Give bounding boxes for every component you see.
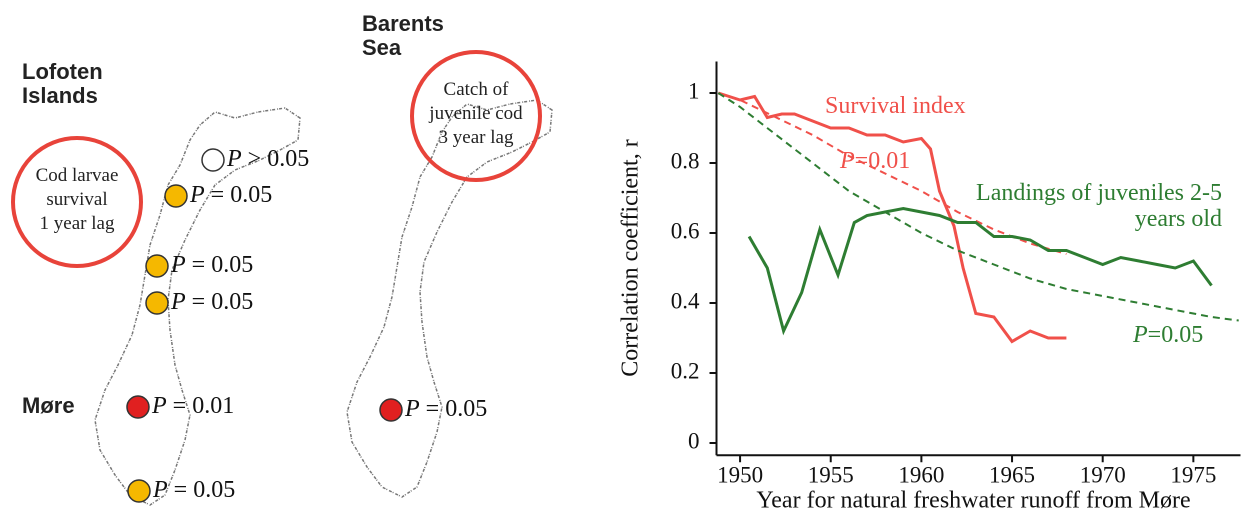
note-line: Cod larvae	[35, 165, 119, 186]
x-tick-label: 1975	[1170, 463, 1216, 488]
region-label: Lofoten Islands	[22, 59, 103, 109]
note-line: 3 year lag	[438, 127, 514, 148]
y-axis-label: Correlation coefficient, r	[618, 139, 644, 376]
chart: 0 0.2 0.4 0.6 0.8 1 1950 1955 1960 1965 1970 1975Ye…	[126, 61, 1241, 514]
x-tick-label: 1965	[989, 463, 1035, 488]
site-dot	[127, 479, 151, 503]
site-label: P > 0.05	[227, 146, 310, 172]
site-label: P = 0.05	[153, 477, 236, 503]
x-axis-label: Year for natural freshwater runoff from …	[756, 488, 1190, 514]
series-line	[717, 92, 1239, 322]
series-line	[747, 206, 1213, 336]
y-tick-label: 0.6	[671, 218, 700, 243]
series-line	[717, 91, 1067, 344]
region-label: Møre	[22, 393, 75, 418]
region-label: Barents Sea	[362, 11, 444, 61]
note-line: survival	[46, 189, 108, 210]
x-tick-label: 1950	[717, 463, 763, 488]
x-tick-label: 1960	[898, 463, 944, 488]
x-tick-label: 1955	[808, 463, 854, 488]
y-tick-label: 0.2	[671, 358, 700, 383]
note-line: 1 year lag	[39, 213, 115, 234]
site-label: P = 0.05	[171, 289, 254, 315]
y-tick-label: 0.8	[671, 148, 700, 173]
series-label: Landings of juveniles 2-5 years old	[976, 180, 1222, 233]
site-dot	[145, 254, 169, 278]
site-label: P = 0.05	[171, 252, 254, 278]
site-dot	[145, 291, 169, 315]
x-tick-label: 1970	[1080, 463, 1126, 488]
y-tick-label: 1	[688, 78, 700, 103]
site-dot	[379, 398, 403, 422]
note-circle	[11, 136, 143, 268]
y-tick-label: 0.4	[671, 288, 700, 313]
site-dot	[164, 184, 188, 208]
note-line: Catch of	[443, 79, 509, 100]
site-dot	[126, 395, 150, 419]
series-label: P=0.05	[1133, 322, 1204, 348]
series-label: P=0.01	[840, 148, 911, 174]
y-tick-label: 0	[688, 428, 700, 453]
series-line	[717, 92, 1067, 255]
note-circle	[410, 50, 542, 182]
site-label: P = 0.05	[405, 396, 488, 422]
site-dot	[201, 148, 225, 172]
series-label: Survival index	[825, 93, 966, 119]
note-line: juvenile cod	[429, 103, 523, 124]
site-label: P = 0.01	[152, 393, 235, 419]
site-label: P = 0.05	[190, 182, 273, 208]
